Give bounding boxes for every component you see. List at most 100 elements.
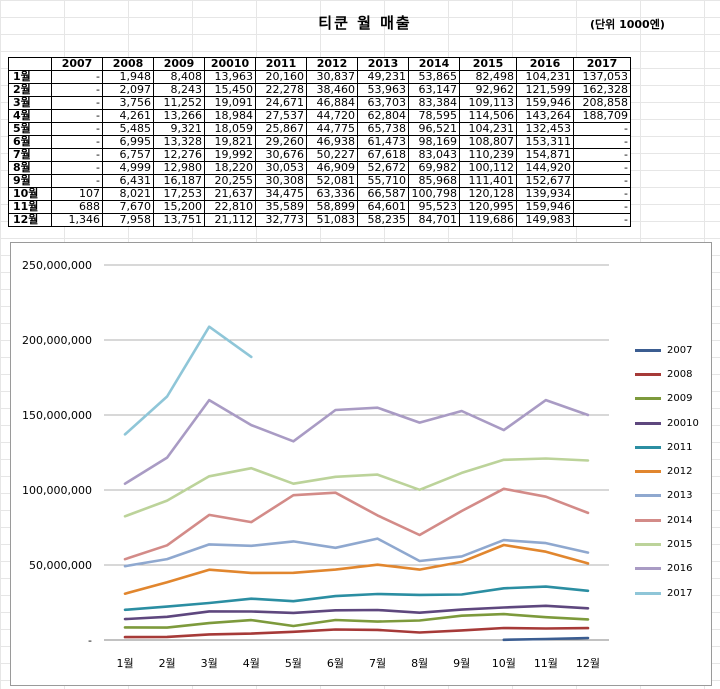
table-cell: 139,934: [516, 187, 574, 201]
x-tick-label: 2월: [159, 657, 176, 670]
series-line-2008: [123, 626, 590, 639]
table-row: 3월 -3,756 11,252 19,091 24,671 46,884 63,703 83…: [8, 96, 631, 110]
table-cell: 6,995: [102, 135, 154, 149]
sheet-title: 티쿤 월 매출: [318, 14, 412, 32]
table-cell: 19,091: [204, 96, 256, 110]
legend-entry: 2012: [635, 459, 715, 483]
series-line-2007: [502, 636, 590, 642]
unit-note: (단위 1000엔): [590, 18, 665, 31]
legend-swatch: [635, 494, 661, 498]
table-row: 1월 -1,948 8,408 13,963 20,160 30,837 49,231 53,…: [8, 70, 631, 84]
table-cell: 46,909: [306, 161, 358, 175]
table-row: 12월 1,346 7,958 13,751 21,112 32,773 51,083 58,…: [8, 213, 631, 227]
table-cell: -: [51, 148, 103, 162]
table-cell: 16,187: [153, 174, 205, 188]
table-row: 7월 -6,757 12,276 19,992 30,676 50,227 67,618 83…: [8, 148, 631, 162]
row-label: 5월: [8, 122, 52, 136]
table-cell: 4,261: [102, 109, 154, 123]
row-label: 2월: [8, 83, 52, 97]
table-cell: 84,701: [408, 213, 460, 227]
corner-cell: [8, 57, 52, 71]
table-cell: 7,670: [102, 200, 154, 214]
column-header: 2012: [306, 57, 358, 71]
table-cell: 83,384: [408, 96, 460, 110]
table-cell: 110,239: [459, 148, 517, 162]
row-label: 7월: [8, 148, 52, 162]
table-cell: -: [51, 70, 103, 84]
series-line-2012: [123, 543, 590, 595]
series-line-2015: [123, 457, 590, 518]
table-cell: -: [573, 161, 631, 175]
table-cell: 15,200: [153, 200, 205, 214]
x-tick-label: 4월: [243, 657, 260, 670]
table-cell: 20,255: [204, 174, 256, 188]
table-cell: 69,982: [408, 161, 460, 175]
table-cell: 12,980: [153, 161, 205, 175]
table-cell: -: [51, 109, 103, 123]
table-cell: 3,756: [102, 96, 154, 110]
x-tick-label: 3월: [201, 657, 218, 670]
table-cell: 22,278: [255, 83, 307, 97]
table-cell: 107: [51, 187, 103, 201]
table-cell: 83,043: [408, 148, 460, 162]
series-line-2009: [123, 612, 590, 629]
table-cell: 9,321: [153, 122, 205, 136]
legend-label: 2009: [667, 393, 693, 405]
y-tick-label: 200,000,000: [22, 334, 92, 347]
row-label: 6월: [8, 135, 52, 149]
table-cell: 188,709: [573, 109, 631, 123]
table-cell: 8,021: [102, 187, 154, 201]
legend-swatch: [635, 397, 661, 401]
column-header: 2016: [516, 57, 574, 71]
series-line-2013: [123, 537, 590, 568]
legend-entry: 2017: [635, 581, 715, 605]
row-label: 12월: [8, 213, 52, 227]
column-header: 20010: [204, 57, 256, 71]
table-cell: 132,453: [516, 122, 574, 136]
table-cell: 95,523: [408, 200, 460, 214]
table-cell: 100,112: [459, 161, 517, 175]
table-cell: 53,865: [408, 70, 460, 84]
table-cell: 8,408: [153, 70, 205, 84]
y-tick-label: -: [88, 634, 92, 647]
table-cell: 1,346: [51, 213, 103, 227]
table-cell: 19,992: [204, 148, 256, 162]
legend-swatch: [635, 543, 661, 547]
table-cell: 30,308: [255, 174, 307, 188]
table-cell: 63,336: [306, 187, 358, 201]
x-tick-label: 5월: [285, 657, 302, 670]
table-cell: 11,252: [153, 96, 205, 110]
row-label: 9월: [8, 174, 52, 188]
chart-legend: 2007 2008 2009 20010 2011 2012 2013 2014 2015 201…: [635, 338, 715, 605]
table-cell: 52,081: [306, 174, 358, 188]
table-cell: 120,128: [459, 187, 517, 201]
legend-label: 2013: [667, 490, 693, 502]
table-cell: 159,946: [516, 96, 574, 110]
x-tick-label: 7월: [369, 657, 386, 670]
table-cell: 22,810: [204, 200, 256, 214]
legend-swatch: [635, 421, 661, 425]
legend-entry: 2015: [635, 532, 715, 556]
y-tick-label: 150,000,000: [22, 409, 92, 422]
column-header: 2013: [357, 57, 409, 71]
table-cell: 30,676: [255, 148, 307, 162]
table-cell: 24,671: [255, 96, 307, 110]
legend-swatch: [635, 518, 661, 522]
table-cell: 30,837: [306, 70, 358, 84]
table-cell: 19,821: [204, 135, 256, 149]
table-cell: 100,798: [408, 187, 460, 201]
legend-label: 20010: [667, 417, 699, 429]
table-cell: -: [51, 122, 103, 136]
table-cell: 20,160: [255, 70, 307, 84]
table-cell: 30,053: [255, 161, 307, 175]
series-line-2017: [123, 325, 253, 436]
legend-entry: 2009: [635, 387, 715, 411]
legend-swatch: [635, 591, 661, 595]
table-cell: 137,053: [573, 70, 631, 84]
series-line-2011: [123, 585, 590, 612]
table-cell: 108,807: [459, 135, 517, 149]
legend-label: 2007: [667, 344, 693, 356]
table-cell: 44,775: [306, 122, 358, 136]
table-cell: 18,059: [204, 122, 256, 136]
legend-swatch: [635, 470, 661, 474]
